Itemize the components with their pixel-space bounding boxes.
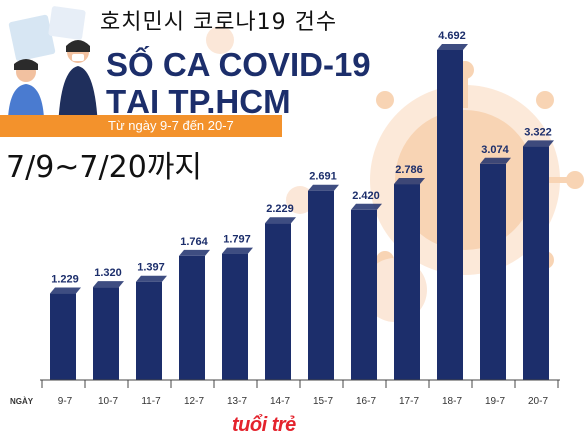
value-label-15-7: 2.691 bbox=[309, 171, 337, 183]
date-range-label: Từ ngày 9-7 đến 20-7 bbox=[108, 118, 234, 133]
bar-18-7 bbox=[437, 50, 463, 380]
chart-title: SỐ CA COVID-19 TẠI TP.HCM bbox=[106, 46, 371, 120]
bar-top-11-7 bbox=[136, 275, 167, 282]
bar-14-7 bbox=[265, 223, 291, 380]
tick-label-13-7: 13-7 bbox=[227, 396, 247, 407]
bar-top-20-7 bbox=[523, 140, 554, 147]
value-label-9-7: 1.229 bbox=[51, 274, 79, 286]
value-label-10-7: 1.320 bbox=[94, 267, 122, 279]
title-line-1: SỐ CA COVID-19 bbox=[106, 46, 371, 83]
bar-12-7 bbox=[179, 255, 205, 380]
tick-label-10-7: 10-7 bbox=[98, 396, 118, 407]
value-label-13-7: 1.797 bbox=[223, 234, 251, 246]
people-illustration bbox=[8, 6, 98, 130]
tick-label-18-7: 18-7 bbox=[442, 396, 462, 407]
value-label-12-7: 1.764 bbox=[180, 236, 208, 248]
bar-15-7 bbox=[308, 190, 334, 380]
bar-top-14-7 bbox=[265, 217, 296, 224]
bar-top-10-7 bbox=[93, 281, 124, 288]
bar-20-7 bbox=[523, 146, 549, 380]
value-label-19-7: 3.074 bbox=[481, 144, 509, 156]
bar-top-9-7 bbox=[50, 287, 81, 294]
bar-11-7 bbox=[136, 281, 162, 380]
bar-top-13-7 bbox=[222, 247, 253, 254]
bar-top-15-7 bbox=[308, 184, 339, 191]
value-label-14-7: 2.229 bbox=[266, 203, 294, 215]
bar-top-16-7 bbox=[351, 203, 382, 210]
tick-label-14-7: 14-7 bbox=[270, 396, 290, 407]
tick-label-11-7: 11-7 bbox=[141, 396, 161, 407]
value-label-17-7: 2.786 bbox=[395, 164, 423, 176]
korean-date-range: 7/9~7/20까지 bbox=[6, 150, 202, 185]
date-banner bbox=[0, 115, 282, 137]
tick-label-15-7: 15-7 bbox=[313, 396, 333, 407]
tick-label-19-7: 19-7 bbox=[485, 396, 505, 407]
bar-9-7 bbox=[50, 293, 76, 380]
title-line-2: TẠI TP.HCM bbox=[106, 83, 291, 120]
tick-label-16-7: 16-7 bbox=[356, 396, 376, 407]
bar-19-7 bbox=[480, 163, 506, 380]
tick-label-17-7: 17-7 bbox=[399, 396, 419, 407]
value-label-20-7: 3.322 bbox=[524, 126, 552, 138]
value-label-11-7: 1.397 bbox=[137, 262, 165, 274]
tick-label-12-7: 12-7 bbox=[184, 396, 204, 407]
tuoi-tre-logo: tuổi trẻ bbox=[232, 414, 296, 436]
tick-label-9-7: 9-7 bbox=[58, 396, 73, 407]
bar-top-18-7 bbox=[437, 44, 468, 50]
bar-10-7 bbox=[93, 287, 119, 380]
bar-top-17-7 bbox=[394, 178, 425, 185]
bar-top-19-7 bbox=[480, 157, 511, 164]
bar-top-12-7 bbox=[179, 249, 210, 256]
x-axis-label: NGÀY bbox=[10, 397, 34, 406]
bar-13-7 bbox=[222, 253, 248, 380]
bar-16-7 bbox=[351, 209, 377, 380]
value-label-18-7: 4.692 bbox=[438, 30, 466, 42]
korean-title: 호치민시 코로나19 건수 bbox=[100, 10, 338, 35]
value-label-16-7: 2.420 bbox=[352, 190, 380, 202]
bar-17-7 bbox=[394, 184, 420, 380]
tick-label-20-7: 20-7 bbox=[528, 396, 548, 407]
